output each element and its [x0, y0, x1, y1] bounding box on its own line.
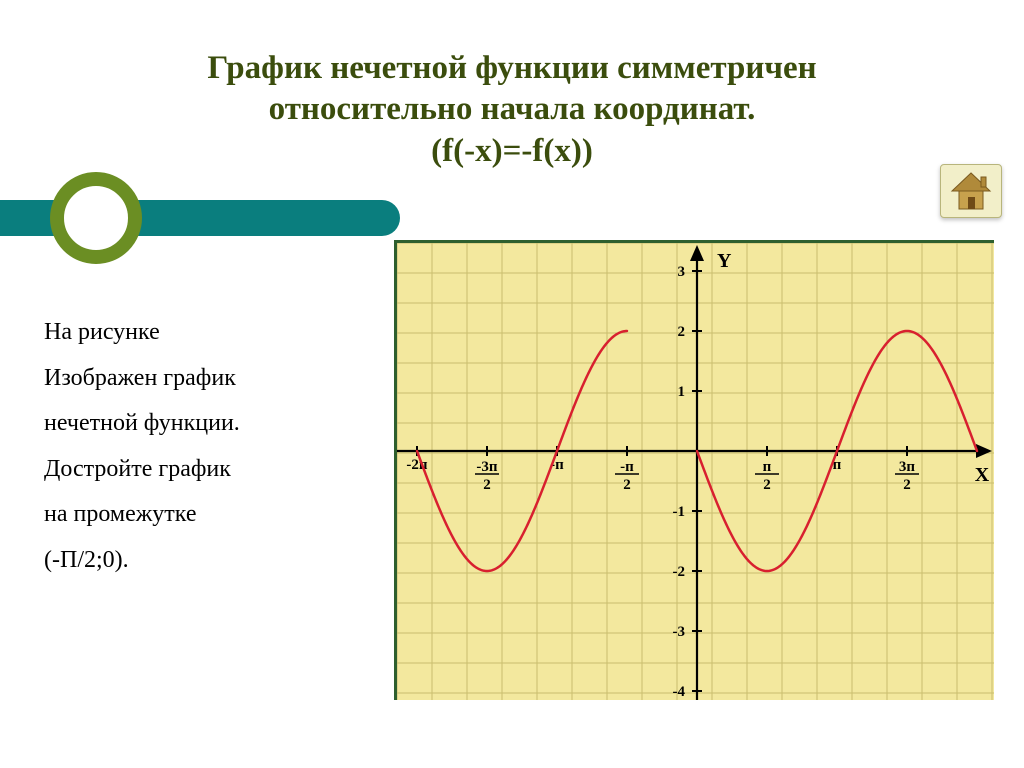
- svg-text:2: 2: [483, 477, 491, 493]
- home-icon: [948, 171, 994, 211]
- title-line-2: относительно начала координат.: [70, 89, 954, 130]
- chart-plot: YX321-1-2-3-4-2п-3п2-п-п2п2п3п2: [394, 240, 994, 700]
- body-text: На рисунке Изображен график нечетной фун…: [44, 310, 384, 584]
- home-button[interactable]: [940, 164, 1002, 218]
- svg-text:X: X: [975, 464, 990, 486]
- svg-text:-2: -2: [673, 564, 686, 580]
- svg-text:-1: -1: [673, 504, 686, 520]
- title-line-1: График нечетной функции симметричен: [70, 48, 954, 89]
- title-line-3: (f(-x)=-f(x)): [70, 131, 954, 172]
- accent-circle: [50, 172, 142, 264]
- svg-text:-3: -3: [673, 624, 686, 640]
- svg-text:3: 3: [678, 264, 686, 280]
- svg-text:-п: -п: [620, 459, 634, 475]
- slide: График нечетной функции симметричен отно…: [0, 0, 1024, 768]
- svg-text:2: 2: [763, 477, 771, 493]
- svg-text:2: 2: [678, 324, 686, 340]
- body-line: Изображен график: [44, 356, 384, 402]
- title-block: График нечетной функции симметричен отно…: [0, 0, 1024, 188]
- svg-text:2: 2: [903, 477, 911, 493]
- svg-text:3п: 3п: [899, 459, 916, 475]
- body-line: нечетной функции.: [44, 401, 384, 447]
- body-line: (-П/2;0).: [44, 538, 384, 584]
- body-line: на промежутке: [44, 492, 384, 538]
- body-line: Достройте график: [44, 447, 384, 493]
- svg-text:п: п: [763, 459, 772, 475]
- svg-text:-3п: -3п: [476, 459, 497, 475]
- svg-text:Y: Y: [717, 250, 732, 272]
- svg-text:1: 1: [678, 384, 686, 400]
- svg-text:-4: -4: [673, 684, 686, 700]
- svg-text:2: 2: [623, 477, 631, 493]
- body-line: На рисунке: [44, 310, 384, 356]
